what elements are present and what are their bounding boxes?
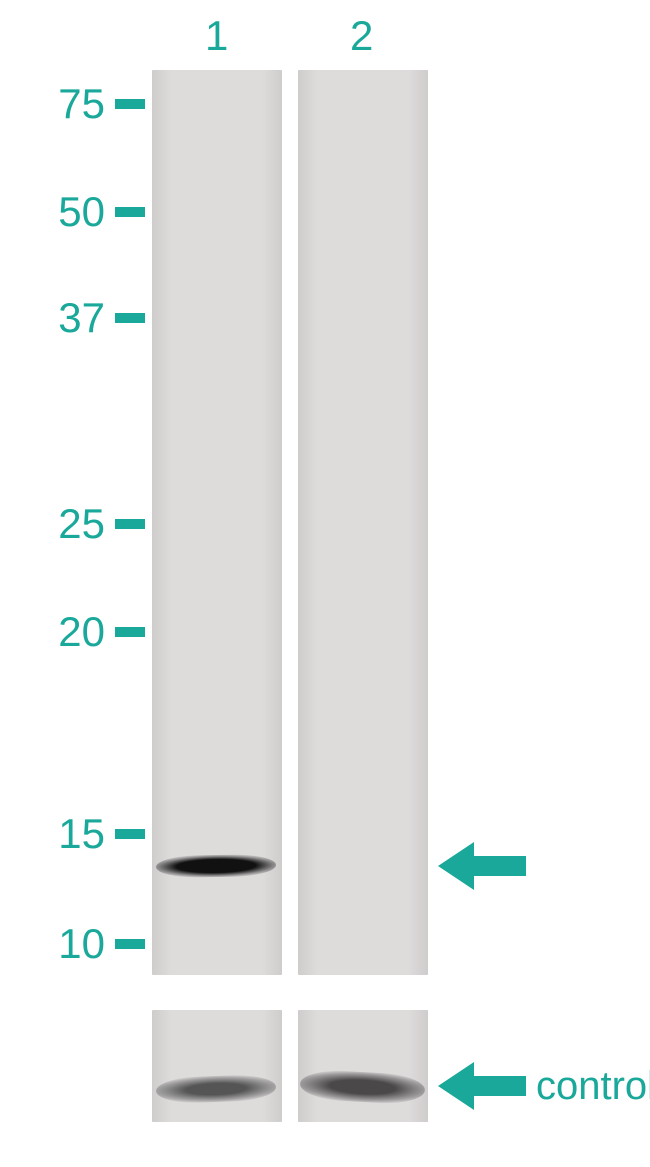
- ladder-mark-10: 10: [0, 920, 145, 968]
- ladder-tick: [115, 313, 145, 323]
- arrow-shaft: [474, 1076, 526, 1096]
- ladder-mark-25: 25: [0, 500, 145, 548]
- ladder-mark-37: 37: [0, 294, 145, 342]
- ladder-label: 75: [58, 80, 105, 128]
- ladder-label: 15: [58, 810, 105, 858]
- main-lane-1: [152, 70, 282, 975]
- control-lane-2: [298, 1010, 428, 1122]
- ladder-tick: [115, 939, 145, 949]
- lane-1-label: 1: [205, 12, 228, 60]
- ladder-label: 10: [58, 920, 105, 968]
- ladder-mark-50: 50: [0, 188, 145, 236]
- arrow-head-icon: [438, 842, 474, 890]
- lane-2-label: 2: [350, 12, 373, 60]
- target-arrow: [438, 842, 536, 890]
- ladder-mark-20: 20: [0, 608, 145, 656]
- control-arrow-label: control: [536, 1064, 650, 1109]
- ladder-label: 50: [58, 188, 105, 236]
- control-arrow: control: [438, 1062, 650, 1110]
- ladder-label: 20: [58, 608, 105, 656]
- western-blot-figure: 1 2 75 50 37 25 20 15 10: [0, 0, 650, 1167]
- ladder-label: 25: [58, 500, 105, 548]
- main-lane-2: [298, 70, 428, 975]
- ladder-tick: [115, 519, 145, 529]
- ladder-tick: [115, 627, 145, 637]
- ladder-tick: [115, 207, 145, 217]
- ladder-tick: [115, 829, 145, 839]
- ladder-mark-15: 15: [0, 810, 145, 858]
- arrow-shaft: [474, 856, 526, 876]
- arrow-head-icon: [438, 1062, 474, 1110]
- control-lane-1: [152, 1010, 282, 1122]
- ladder-label: 37: [58, 294, 105, 342]
- ladder-tick: [115, 99, 145, 109]
- ladder-mark-75: 75: [0, 80, 145, 128]
